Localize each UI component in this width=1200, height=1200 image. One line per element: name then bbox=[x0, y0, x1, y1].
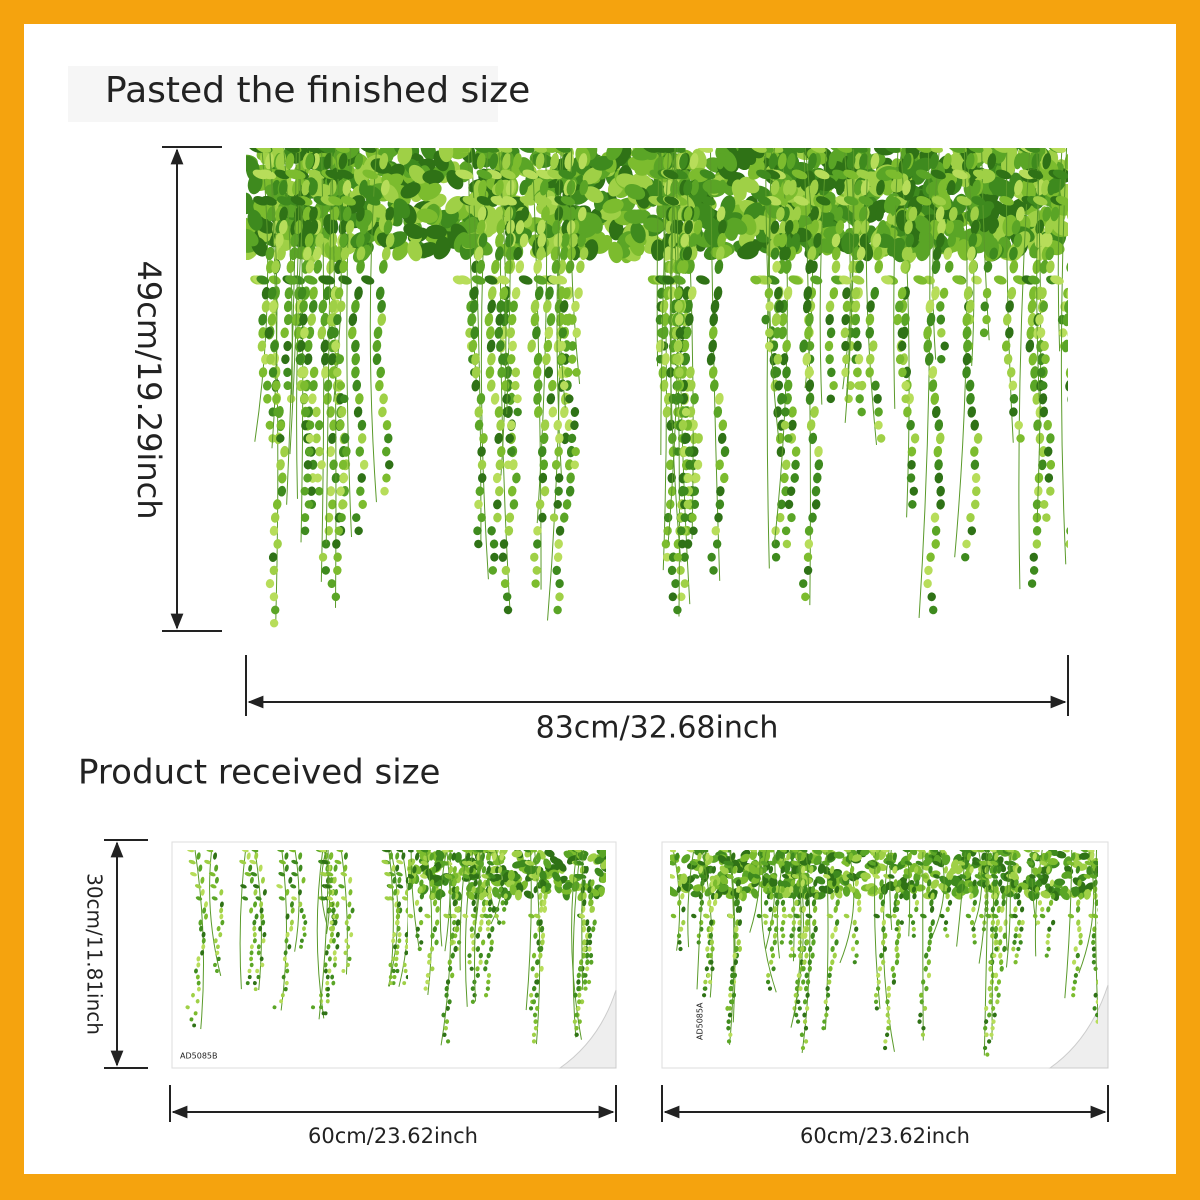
received-height: 30cm/11.81inch bbox=[83, 873, 107, 1035]
sheet-width: 60cm/23.62inch bbox=[308, 1124, 478, 1148]
vines-sheet-b bbox=[408, 850, 606, 1046]
width-dimension bbox=[245, 655, 1069, 716]
title-bg bbox=[68, 66, 498, 122]
sheet-code: AD5085A bbox=[696, 1002, 705, 1040]
finished-width: 83cm/32.68inch bbox=[536, 711, 779, 746]
sheet-width: 60cm/23.62inch bbox=[800, 1124, 970, 1148]
vines-finished bbox=[246, 148, 1068, 628]
finished-height: 49cm/19.29inch bbox=[130, 261, 168, 520]
received-title: Product received size bbox=[78, 753, 440, 793]
small-height-dimension bbox=[104, 839, 148, 1069]
height-dimension bbox=[162, 146, 222, 632]
vines-loose bbox=[185, 850, 408, 1030]
finished-title: Pasted the finished size bbox=[105, 70, 530, 111]
sheet-width-dimension bbox=[169, 1085, 1109, 1122]
sheet-code: AD5085B bbox=[180, 1052, 217, 1061]
vines-sheet-a bbox=[670, 850, 1098, 1057]
